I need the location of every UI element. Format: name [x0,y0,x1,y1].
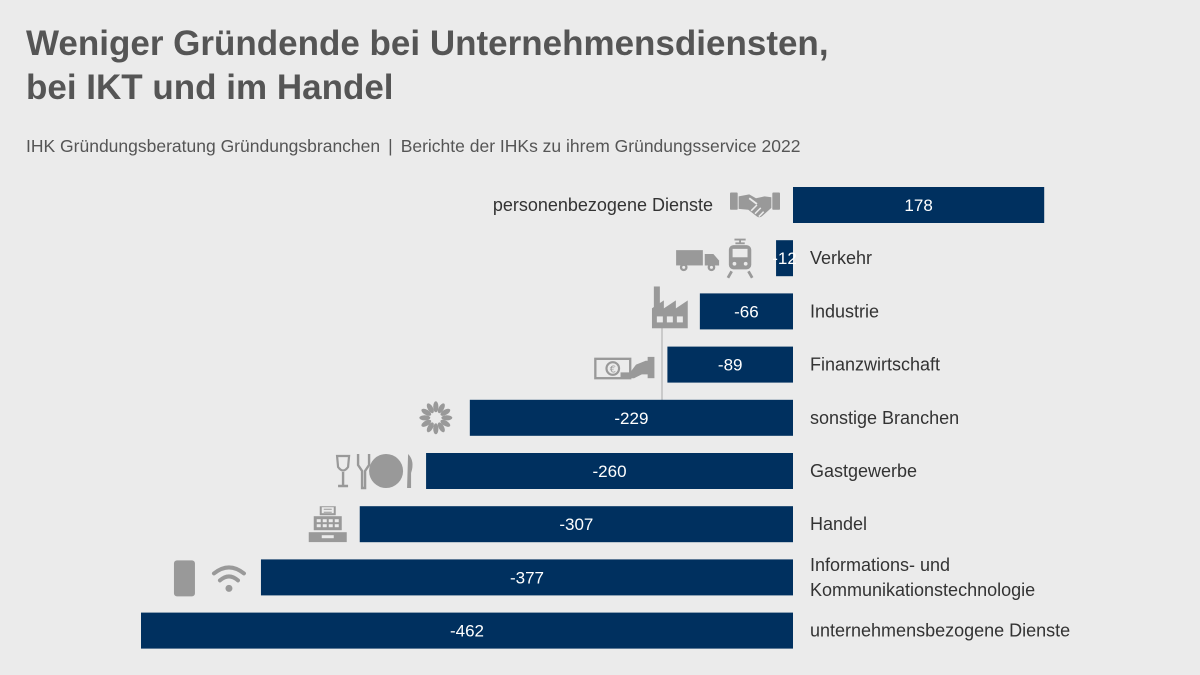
category-label-line: Informations- und [810,555,950,575]
money-hand-icon [594,355,656,380]
category-label-gastgewerbe: Gastgewerbe [810,461,917,481]
value-label-personenbezogene-dienste: 178 [904,196,932,215]
category-label-personenbezogene-dienste: personenbezogene Dienste [493,195,713,215]
bar-gastgewerbe [426,453,793,489]
subtitle-report: Berichte der IHKs zu ihrem Gründungsserv… [400,136,801,156]
handshake-icon [730,191,780,219]
bar-unternehmensbezogene-dienste [141,612,793,649]
category-label-line: Kommunikationstechnologie [810,580,1035,600]
bar-industrie [699,293,793,330]
chart-subtitle: IHK Gründungsberatung Gründungsbranchen |… [26,136,800,157]
value-label-verkehr: -12 [772,249,797,268]
category-label-verkehr: Verkehr [810,248,872,268]
bar-sonstige-branchen [469,399,793,436]
bar-finanzwirtschaft [667,346,793,383]
icons-group [173,191,780,597]
category-label-informations-und-kommunikationstechnologie: Informations- und Kommunikationstechnolog… [810,555,1035,600]
value-label-unternehmensbezogene-dienste: -462 [450,622,484,641]
chart-title: Weniger Gründende bei Unternehmensdienst… [26,22,1166,110]
category-label-line: unternehmensbezogene Dienste [810,621,1070,641]
category-label-sonstige-branchen: sonstige Branchen [810,408,959,428]
bar-personenbezogene-dienste [793,187,1045,223]
value-label-gastgewerbe: -260 [593,462,627,481]
category-label-finanzwirtschaft: Finanzwirtschaft [810,355,940,375]
category-label-unternehmensbezogene-dienste: unternehmensbezogene Dienste [810,621,1070,641]
bar-handel [359,506,793,543]
chart-title-line-1: Weniger Gründende bei Unternehmensdienst… [26,24,829,63]
bar-informations-und-kommunikationstechnologie [260,559,794,596]
category-label-line: Handel [810,514,867,534]
category-label-line: Gastgewerbe [810,461,917,481]
category-label-line: Finanzwirtschaft [810,355,940,375]
dining-icon [335,454,413,490]
category-label-industrie: Industrie [810,301,879,321]
subtitle-separator: | [388,136,393,156]
category-label-line: sonstige Branchen [810,408,959,428]
burst-icon [419,401,453,435]
transport-icon [676,238,754,280]
category-label-line: Verkehr [810,248,872,268]
category-label-handel: Handel [810,514,867,534]
bars-group: 178 personenbezogene Dienste -12 Verkehr -66… [141,187,1070,649]
chart-title-line-2: bei IKT und im Handel [26,68,394,107]
value-label-handel: -307 [559,515,593,534]
value-label-informations-und-kommunikationstechnologie: -377 [510,568,544,587]
cash-register-icon [307,506,348,543]
bar-verkehr [776,240,793,277]
category-label-line: personenbezogene Dienste [493,195,713,215]
phone-wifi-icon [173,560,246,597]
value-label-sonstige-branchen: -229 [614,409,648,428]
value-label-industrie: -66 [734,302,759,321]
factory-icon [651,286,688,329]
value-label-finanzwirtschaft: -89 [718,356,743,375]
category-label-line: Industrie [810,301,879,321]
subtitle-source: IHK Gründungsberatung Gründungsbranchen [26,136,381,156]
